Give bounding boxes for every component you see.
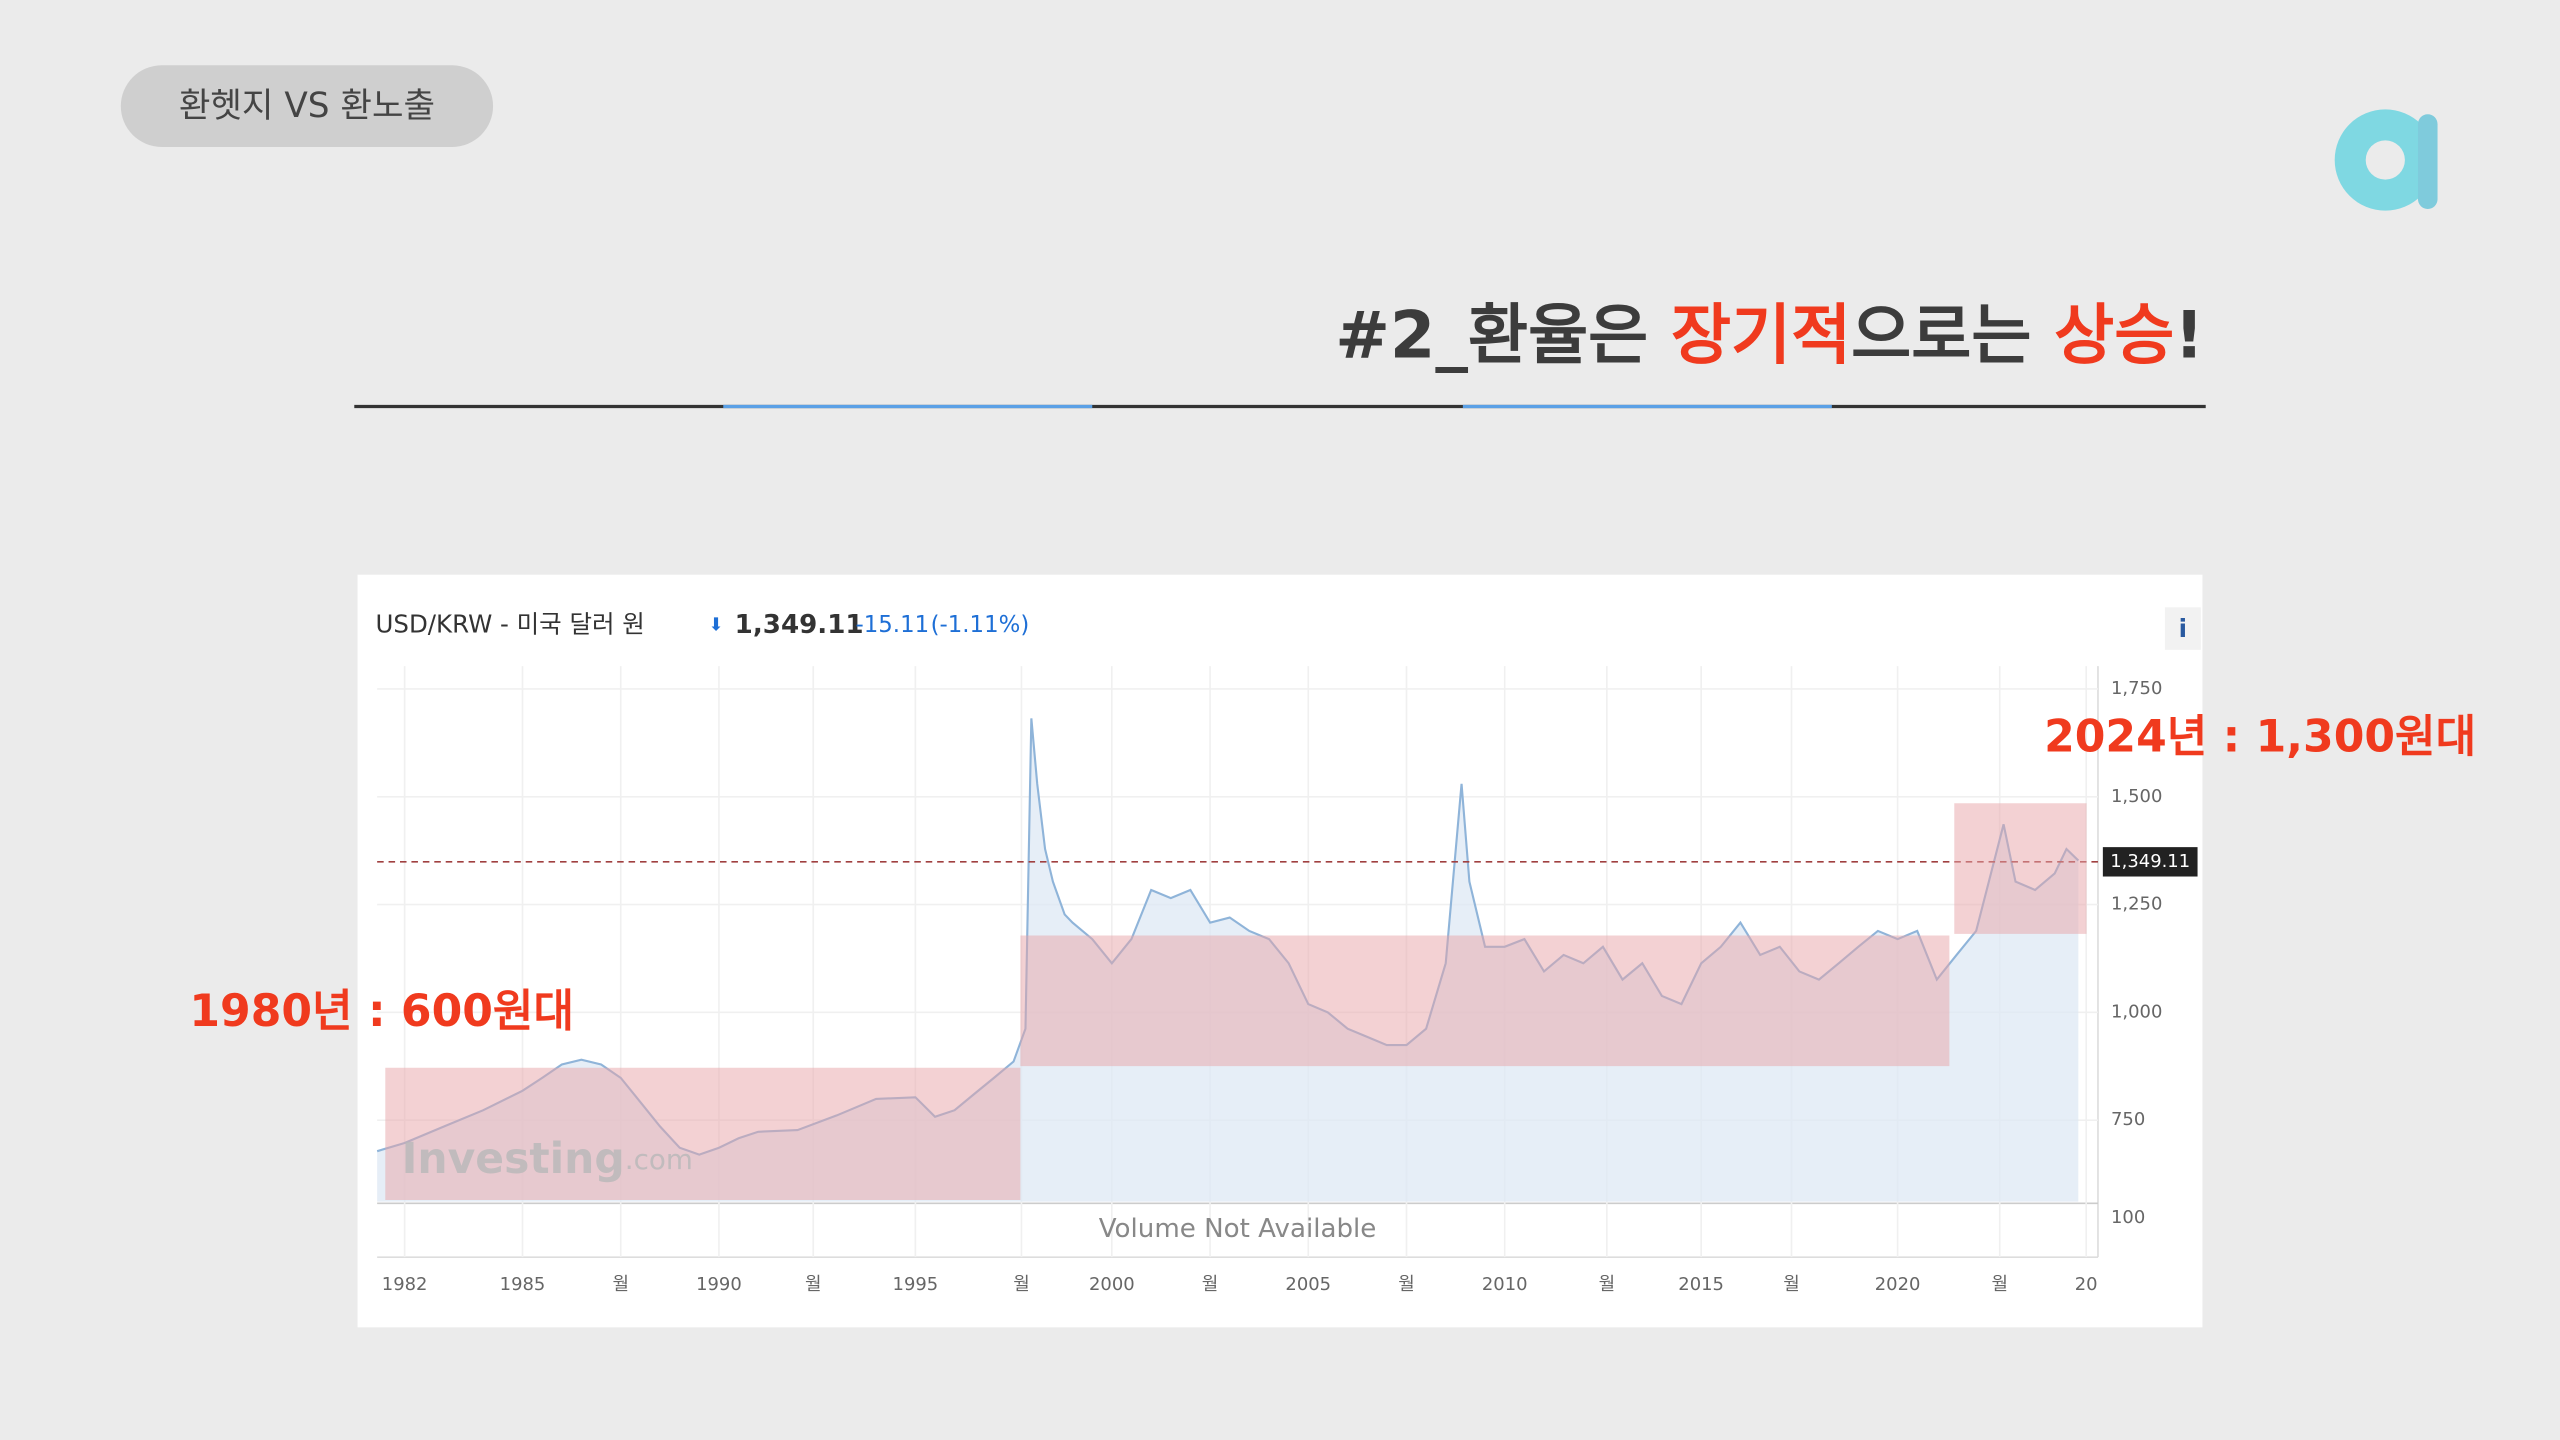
x-tick-label: 월 [1991,1274,2008,1295]
title-part: #2_환율은 [1335,298,1671,374]
y-tick-label: 1,750 [2111,678,2162,699]
logo-hole [2365,140,2405,180]
x-tick-label: 2005 [1285,1274,1331,1295]
volume-label: Volume Not Available [1099,1214,1377,1244]
change-pct: (-1.11%) [931,612,1030,638]
x-tick-label: 2010 [1482,1274,1528,1295]
highlight-box [1020,935,1950,1067]
annotation: 1980년 : 600원대 [189,986,574,1037]
x-tick-label: 1985 [500,1274,546,1295]
logo-bar [2417,114,2438,209]
last-price-tag: 1,349.11 [2110,851,2190,872]
x-tick-label: 1982 [382,1274,428,1295]
x-tick-label: 월 [1599,1274,1616,1295]
title-highlight: 상승 [2054,298,2174,374]
x-tick-label: 월 [805,1274,822,1295]
last-price-box [2102,847,2198,877]
volume-tick: 100 [2111,1207,2145,1228]
annotation: 2024년 : 1,300원대 [2044,712,2476,763]
highlight-box [1954,803,2087,934]
slide-title: #2_환율은 장기적으로는 상승! [1335,298,2204,374]
watermark: Investing.com [402,1134,693,1183]
title-part: 으로는 [1851,298,2054,374]
x-tick-label: 2020 [1875,1274,1921,1295]
watermark-brand: Investing [402,1134,625,1183]
info-button[interactable] [2164,607,2201,650]
x-tick-label: 2000 [1089,1274,1135,1295]
logo [2334,109,2438,211]
x-tick-label: 월 [612,1274,629,1295]
last-price: 1,349.11 [735,610,864,640]
x-tick-label: 1995 [893,1274,939,1295]
symbol: USD/KRW - 미국 달러 원 [376,609,645,638]
y-tick-label: 1,500 [2111,786,2162,807]
info-label[interactable]: i [2179,614,2187,643]
x-tick-label: 월 [1398,1274,1415,1295]
x-tick-label: 20 [2075,1274,2098,1295]
y-tick-label: 1,250 [2111,894,2162,915]
tag-pill [120,65,494,147]
title-highlight: 장기적 [1671,298,1851,374]
x-tick-label: 월 [1202,1274,1219,1295]
title-part: ! [2174,298,2204,374]
watermark-suffix: .com [625,1143,693,1176]
x-tick-label: 2015 [1678,1274,1724,1295]
tag: 환헷지 VS 환노출 [179,86,435,126]
x-tick-label: 월 [1783,1274,1800,1295]
x-tick-label: 월 [1013,1274,1030,1295]
x-tick-label: 1990 [696,1274,742,1295]
highlight-box [385,1067,1021,1200]
change: -15.11 [856,612,930,638]
y-tick-label: 750 [2111,1109,2145,1130]
y-tick-label: 1,000 [2111,1001,2162,1022]
down-arrow: ⬇ [709,614,724,635]
